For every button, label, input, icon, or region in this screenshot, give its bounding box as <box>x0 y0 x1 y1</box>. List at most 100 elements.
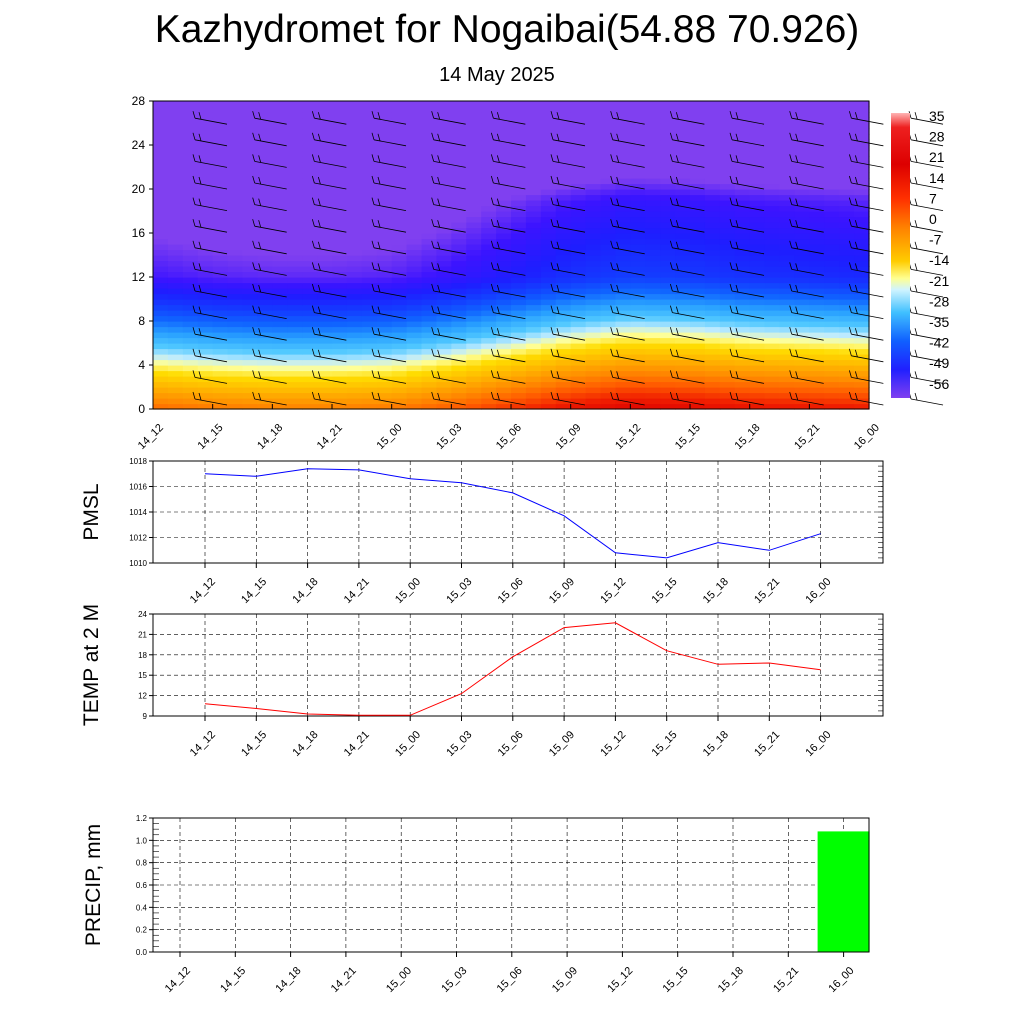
heatmap-cell <box>779 123 796 130</box>
heatmap-cell <box>317 227 333 234</box>
heatmap-cell <box>466 161 482 168</box>
heatmap-cell <box>615 145 631 152</box>
wind-barb-flag <box>848 327 852 335</box>
heatmap-cell <box>257 101 273 108</box>
wind-barb-flag <box>789 370 793 378</box>
heatmap-cell <box>839 403 855 410</box>
wind-barb-flag <box>252 283 256 292</box>
heatmap-cell <box>466 321 482 328</box>
heatmap-cell <box>660 172 676 179</box>
heatmap-cell <box>153 310 169 317</box>
heatmap-cell <box>764 293 781 300</box>
heatmap-cell <box>197 134 214 141</box>
heatmap-cell <box>376 277 393 284</box>
wind-barb-flag <box>914 263 918 271</box>
heatmap-cell <box>332 238 348 245</box>
heatmap-cell <box>317 337 333 344</box>
heatmap-cell <box>197 403 214 410</box>
heatmap-cell <box>734 150 751 157</box>
heatmap-cell <box>272 167 288 174</box>
heatmap-cell <box>481 359 497 366</box>
heatmap-cell <box>317 299 333 306</box>
heatmap-cell <box>630 266 646 273</box>
heatmap-cell <box>854 123 870 130</box>
heatmap-cell <box>332 381 348 388</box>
wind-barb-flag <box>377 306 381 314</box>
heatmap-cell <box>496 244 512 251</box>
heatmap-cell <box>675 233 691 240</box>
heatmap-cell <box>734 249 751 256</box>
heatmap-cell <box>257 266 273 273</box>
heatmap-cell <box>272 194 288 201</box>
heatmap-cell <box>630 211 646 218</box>
heatmap-cell <box>809 211 825 218</box>
heatmap-cell <box>272 376 288 383</box>
heatmap-cell <box>749 145 766 152</box>
heatmap-cell <box>436 315 452 322</box>
heatmap-cell <box>227 222 244 229</box>
temp-series-line <box>204 622 821 716</box>
heatmap-cell <box>511 145 527 152</box>
wind-barb-flag <box>795 155 799 163</box>
heatmap-cell <box>451 282 467 289</box>
heatmap-cell <box>242 123 259 130</box>
heatmap-cell <box>794 370 810 377</box>
heatmap-cell <box>690 117 706 124</box>
heatmap-cell <box>481 139 497 146</box>
heatmap-cell <box>779 194 796 201</box>
wind-barb <box>612 333 645 341</box>
heatmap-cell <box>287 310 303 317</box>
heatmap-cell <box>660 293 676 300</box>
heatmap-cell <box>675 238 691 245</box>
heatmap-cell <box>734 216 751 223</box>
heatmap-cell <box>764 403 781 410</box>
heatmap-cell <box>600 150 617 157</box>
heatmap-cell <box>525 189 542 196</box>
wind-barb-flag <box>854 306 858 314</box>
colorbar-label: 14 <box>929 170 945 186</box>
heatmap-cell <box>466 112 482 119</box>
heatmap-cell <box>764 238 781 245</box>
heatmap-cell <box>585 326 602 333</box>
heatmap-cell <box>839 134 855 141</box>
y-tick-label: 0.2 <box>136 926 148 935</box>
heatmap-cell <box>824 359 840 366</box>
wind-barb-flag <box>556 112 560 120</box>
heatmap-cell <box>540 106 557 113</box>
wind-barb-flag <box>192 219 196 227</box>
y-tick-label: 0 <box>138 402 145 416</box>
heatmap-cell <box>272 260 288 267</box>
wind-barb <box>612 290 645 298</box>
heatmap-cell <box>675 315 691 322</box>
wind-barb <box>314 355 347 363</box>
heatmap-cell <box>660 321 676 328</box>
heatmap-cell <box>391 106 408 113</box>
heatmap-cell <box>540 134 557 141</box>
heatmap-cell <box>361 211 378 218</box>
heatmap-cell <box>675 139 691 146</box>
heatmap-cell <box>153 282 169 289</box>
heatmap-cell <box>481 161 497 168</box>
heatmap-cell <box>257 271 273 278</box>
heatmap-cell <box>361 370 378 377</box>
heatmap-cell <box>466 156 482 163</box>
x-tick-label: 15_00 <box>393 729 423 759</box>
heatmap-cell <box>675 304 691 311</box>
heatmap-cell <box>824 145 840 152</box>
wind-barb <box>731 398 765 406</box>
heatmap-cell <box>242 222 259 229</box>
heatmap-cell <box>421 332 438 339</box>
heatmap-cell <box>212 194 229 201</box>
heatmap-cell <box>317 392 333 399</box>
wind-barb <box>493 161 526 168</box>
heatmap-cell <box>227 205 244 212</box>
heatmap-cell <box>794 337 810 344</box>
heatmap-cell <box>212 205 229 212</box>
heatmap-cell <box>332 244 348 251</box>
heatmap-cell <box>690 365 706 372</box>
heatmap-cell <box>779 332 796 339</box>
heatmap-cell <box>466 271 482 278</box>
heatmap-cell <box>451 387 467 394</box>
wind-barb-flag <box>854 220 858 228</box>
heatmap-cell <box>645 117 661 124</box>
